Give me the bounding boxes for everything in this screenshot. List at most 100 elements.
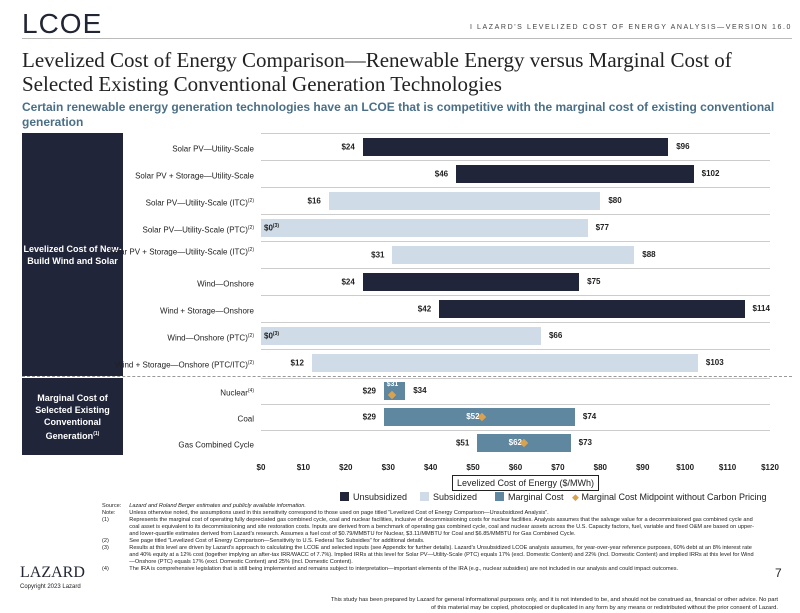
footnote-row: Note: Unless otherwise noted, the assumpt… [102, 510, 762, 517]
row-label: Solar PV—Utility-Scale [24, 142, 254, 155]
row-label-text: Solar PV—Utility-Scale [172, 144, 254, 154]
bar-subsidized [328, 191, 601, 210]
disclaimer: This study has been prepared by Lazard f… [330, 597, 778, 611]
legend-swatch [420, 492, 429, 501]
footnote-ref: (2) [247, 197, 254, 204]
page-number: 7 [775, 566, 782, 580]
page-subtitle: Certain renewable energy generation tech… [22, 100, 775, 129]
x-tick-label: $50 [466, 463, 480, 472]
bar-unsubsidized [439, 299, 745, 318]
footnote-text: Represents the marginal cost of operatin… [129, 517, 754, 537]
x-tick-label: $110 [718, 463, 737, 472]
low-value-label: $24 [341, 142, 354, 151]
x-tick-label: $70 [551, 463, 565, 472]
row-label-text: Coal [237, 414, 254, 424]
footnote-marker: (4) [102, 566, 109, 572]
row-label: Wind + Storage—Onshore (PTC/ITC)(2) [24, 358, 254, 371]
footnote-ref: (1) [93, 430, 100, 437]
group-label-text: Levelized Cost of New-Build Wind and Sol… [23, 243, 122, 266]
footnote-text: Unless otherwise noted, the assumptions … [129, 510, 549, 516]
legend-text: Subsidized [433, 492, 478, 502]
legend-subsidized: Subsidized [420, 492, 477, 502]
low-value: $0 [264, 223, 273, 233]
high-value-label: $88 [642, 249, 656, 259]
footnote-row: (1) Represents the marginal cost of opera… [102, 517, 762, 538]
footnote-row: (3) Results at this level are driven by L… [102, 545, 762, 566]
page-title: Levelized Cost of Energy Comparison—Rene… [22, 48, 732, 96]
low-value: $31 [371, 250, 385, 260]
bar-unsubsidized [362, 137, 669, 156]
row-label: Gas Combined Cycle [24, 438, 254, 451]
row-label: Coal [24, 412, 254, 425]
low-value-label: $12 [290, 358, 304, 368]
low-value: $0 [264, 331, 273, 341]
low-value: $12 [290, 358, 304, 368]
footnote-ref: (2) [247, 359, 254, 366]
row-label-text: Solar PV—Utility-Scale (ITC) [145, 198, 248, 208]
low-value: $29 [362, 412, 377, 422]
high-value-label: $96 [676, 141, 690, 151]
bar-subsidized [261, 326, 541, 345]
footnote-text: See page titled “Levelized Cost of Energ… [129, 538, 425, 544]
legend-swatch [340, 492, 349, 501]
bar-subsidized [392, 245, 635, 264]
header-divider [22, 38, 792, 39]
lazard-logo: LAZARD [20, 564, 85, 581]
row-label-text: Wind + Storage—Onshore (PTC/ITC) [115, 360, 248, 370]
low-value-label: $0(3) [264, 223, 279, 233]
lcoe-logo: LCOE [22, 8, 103, 39]
footnote-ref: (3) [272, 222, 280, 229]
diamond-icon: ◆ [572, 492, 579, 502]
footnote-marker: Source: [102, 503, 122, 509]
low-value-label: $29 [363, 412, 376, 422]
low-value: $51 [455, 438, 470, 448]
row-label-text: Solar PV + Storage—Utility-Scale [135, 171, 254, 181]
footnote-row: (2) See page titled “Levelized Cost of En… [102, 538, 762, 545]
row-label: Nuclear(4) [24, 386, 254, 399]
row-label-text: Solar PV—Utility-Scale (PTC) [142, 225, 248, 235]
footnote-marker: (3) [102, 545, 109, 551]
x-axis-label: Levelized Cost of Energy ($/MWh) [452, 475, 600, 491]
bar-subsidized [311, 353, 698, 372]
high-value-label: $114 [752, 303, 770, 313]
x-tick-label: $60 [508, 463, 523, 472]
low-value: $42 [417, 304, 432, 314]
group-label-new-build: Levelized Cost of New-Build Wind and Sol… [22, 133, 123, 376]
low-value: $16 [307, 196, 321, 206]
row-background [261, 378, 770, 404]
low-value-label: $31 [371, 250, 385, 260]
footnote-ref: (4) [247, 388, 254, 394]
low-value-label: $46 [434, 169, 449, 179]
footnote-ref: (2) [247, 332, 254, 339]
row-label: Wind—Onshore (PTC)(2) [24, 331, 254, 344]
row-label-text: Wind—Onshore (PTC) [167, 333, 248, 343]
x-tick-label: $120 [761, 463, 779, 472]
x-tick-label: $10 [296, 463, 311, 472]
low-value: $24 [341, 277, 355, 287]
footnote-marker: (1) [102, 517, 109, 523]
footnote-text: Results at this level are driven by Laza… [129, 545, 754, 565]
bar-unsubsidized [362, 272, 580, 291]
row-label: Wind—Onshore [24, 277, 254, 290]
low-value-label: $51 [455, 438, 470, 448]
high-value-label: $102 [701, 168, 720, 178]
group-divider [22, 376, 792, 377]
low-value: $46 [434, 169, 449, 179]
x-tick-label: $100 [676, 463, 695, 472]
footnote-ref: (3) [272, 330, 280, 337]
high-value-label: $34 [413, 386, 427, 395]
midpoint-value-label: $31 [386, 381, 399, 388]
footnote-text: The IRA is comprehensive legislation tha… [129, 566, 679, 572]
footnote-text: Lazard and Roland Berger estimates and p… [129, 503, 306, 509]
high-value-label: $74 [582, 412, 597, 421]
low-value: $29 [362, 386, 377, 396]
group-label-marginal: Marginal Cost of Selected Existing Conve… [22, 378, 123, 455]
high-value-label: $73 [578, 437, 592, 447]
footnotes: Source: Lazard and Roland Berger estimate… [102, 503, 762, 573]
footnote-marker: (2) [102, 538, 109, 544]
low-value-label: $29 [363, 386, 376, 396]
low-value-label: $42 [417, 304, 432, 314]
legend-marginal: Marginal Cost [495, 492, 564, 502]
legend-unsubsidized: Unsubsidized [340, 492, 407, 502]
legend-midpoint: ◆ Marginal Cost Midpoint without Carbon … [572, 492, 767, 503]
